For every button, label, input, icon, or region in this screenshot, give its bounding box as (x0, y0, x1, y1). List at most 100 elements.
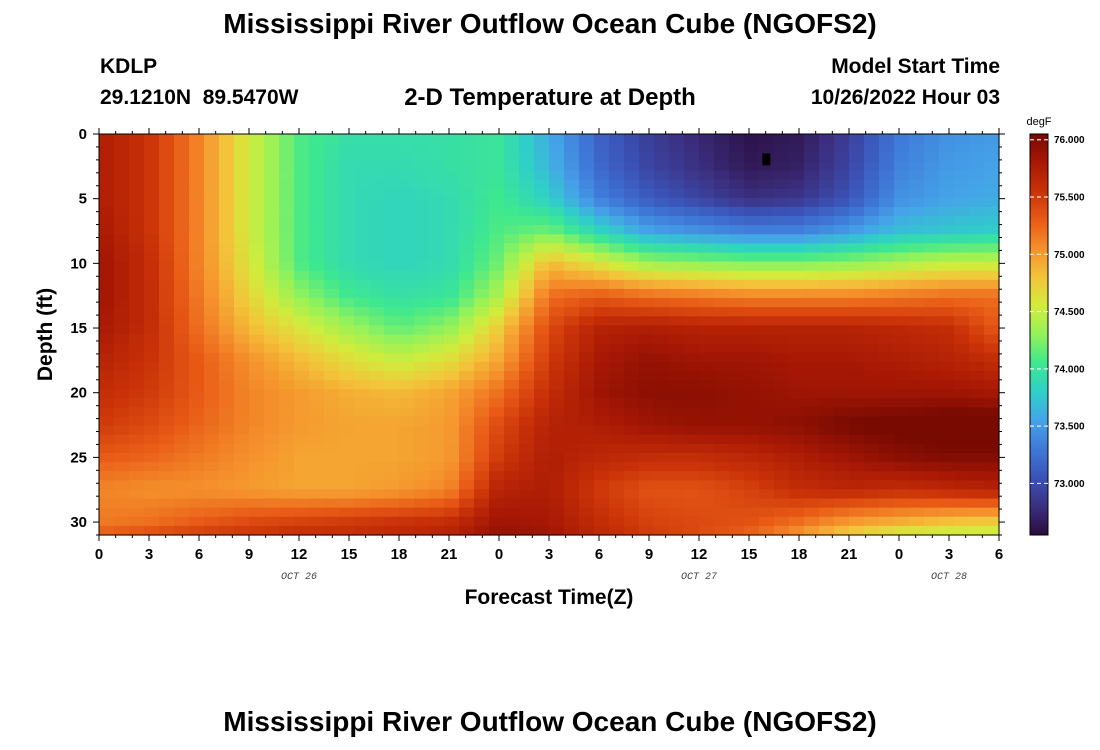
heatmap-cell (729, 343, 745, 354)
heatmap-cell (204, 161, 220, 172)
heatmap-cell (249, 298, 265, 308)
y-axis-title: Depth (ft) (34, 288, 57, 381)
heatmap-cell (399, 279, 415, 290)
heatmap-cell (744, 352, 760, 363)
heatmap-cell (189, 525, 205, 536)
heatmap-cell (669, 298, 685, 308)
heatmap-cell (129, 389, 145, 399)
heatmap-cell (609, 407, 625, 418)
heatmap-cell (174, 343, 190, 354)
heatmap-cell (474, 471, 490, 481)
heatmap-cell (354, 298, 370, 308)
y-tick-label: 30 (70, 514, 87, 531)
heatmap-cell (624, 179, 640, 190)
heatmap-cell (579, 134, 595, 144)
heatmap-cell (174, 261, 190, 272)
heatmap-cell (384, 489, 400, 500)
heatmap-cell (549, 489, 565, 500)
heatmap-cell (849, 134, 865, 144)
heatmap-cell (834, 380, 850, 390)
heatmap-cell (594, 398, 610, 409)
heatmap-cell (174, 143, 190, 153)
chart-title: Mississippi River Outflow Ocean Cube (NG… (223, 8, 877, 39)
heatmap-cell (654, 261, 670, 272)
heatmap-cell (204, 197, 220, 208)
heatmap-cell (369, 516, 385, 527)
heatmap-cell (474, 188, 490, 199)
heatmap-cell (729, 525, 745, 536)
heatmap-cell (489, 480, 505, 491)
heatmap-cell (654, 270, 670, 281)
heatmap-cell (669, 234, 685, 244)
heatmap-cell (984, 279, 1000, 290)
heatmap-cell (924, 261, 940, 272)
heatmap-cell (864, 188, 880, 199)
heatmap-cell (414, 279, 430, 290)
heatmap-cell (909, 507, 925, 518)
heatmap-cell (279, 325, 295, 336)
heatmap-cell (474, 343, 490, 354)
heatmap-cell (504, 143, 520, 153)
heatmap-cell (819, 225, 835, 235)
heatmap-cell (684, 206, 700, 217)
heatmap-cell (609, 307, 625, 317)
heatmap-cell (969, 443, 985, 454)
heatmap-cell (819, 434, 835, 445)
heatmap-cell (309, 452, 325, 463)
heatmap-cell (579, 380, 595, 390)
heatmap-cell (504, 398, 520, 409)
heatmap-cell (174, 188, 190, 199)
heatmap-cell (924, 143, 940, 153)
heatmap-cell (759, 343, 775, 354)
heatmap-cell (579, 489, 595, 500)
heatmap-cell (669, 498, 685, 509)
heatmap-cell (789, 152, 805, 162)
heatmap-cell (459, 471, 475, 481)
heatmap-cell (174, 234, 190, 244)
heatmap-cell (759, 489, 775, 500)
heatmap-cell (729, 507, 745, 518)
heatmap-cell (369, 298, 385, 308)
heatmap-cell (609, 234, 625, 244)
heatmap-cell (654, 234, 670, 244)
heatmap-cell (819, 425, 835, 436)
heatmap-cell (939, 252, 955, 263)
heatmap-cell (714, 225, 730, 235)
heatmap-cell (174, 252, 190, 263)
heatmap-cell (804, 325, 820, 336)
heatmap-cell (804, 452, 820, 463)
heatmap-cell (354, 143, 370, 153)
heatmap-cell (534, 425, 550, 436)
heatmap-cell (399, 261, 415, 272)
heatmap-cell (129, 343, 145, 354)
heatmap-cell (564, 243, 580, 254)
heatmap-cell (384, 462, 400, 472)
heatmap-cell (564, 452, 580, 463)
heatmap-cell (714, 316, 730, 326)
heatmap-cell (759, 270, 775, 281)
heatmap-cell (159, 288, 175, 299)
heatmap-cell (984, 498, 1000, 509)
heatmap-cell (624, 134, 640, 144)
heatmap-cell (234, 361, 250, 372)
heatmap-cell (759, 279, 775, 290)
heatmap-cell (954, 525, 970, 536)
heatmap-cell (429, 234, 445, 244)
heatmap-cell (144, 307, 160, 317)
heatmap-cell (954, 298, 970, 308)
heatmap-cell (264, 206, 280, 217)
heatmap-cell (594, 216, 610, 226)
heatmap-cell (129, 407, 145, 418)
heatmap-cell (99, 452, 115, 463)
heatmap-cell (714, 398, 730, 409)
heatmap-cell (924, 307, 940, 317)
heatmap-cell (819, 443, 835, 454)
heatmap-cell (534, 480, 550, 491)
heatmap-cell (924, 179, 940, 190)
heatmap-cell (759, 298, 775, 308)
heatmap-cell (189, 288, 205, 299)
heatmap-cell (99, 434, 115, 445)
heatmap-cell (654, 225, 670, 235)
heatmap-cell (174, 525, 190, 536)
heatmap-cell (849, 434, 865, 445)
